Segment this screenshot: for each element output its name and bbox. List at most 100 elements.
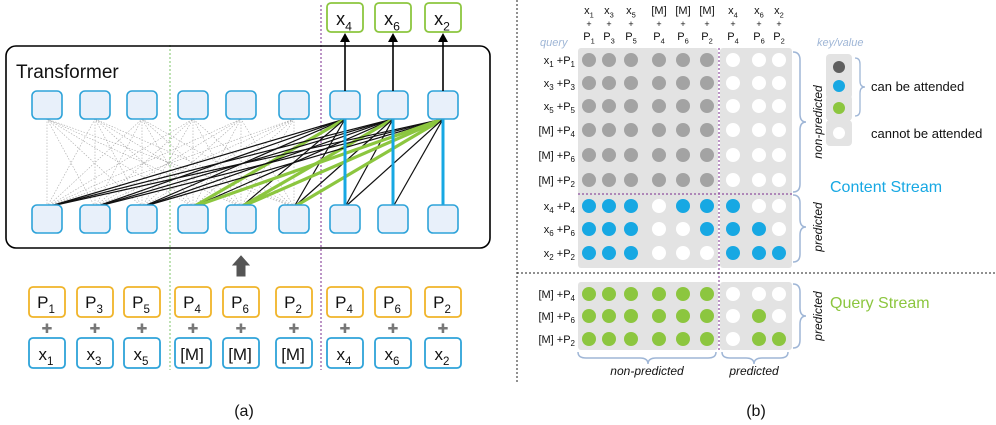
col-header-token-base: x xyxy=(728,5,734,17)
output-arrow-head-icon xyxy=(340,33,350,42)
attention-dot xyxy=(772,53,786,67)
attention-dot xyxy=(752,76,766,90)
attention-dot xyxy=(752,246,766,260)
col-header-plus: + xyxy=(776,19,781,29)
query-stream-label: Query Stream xyxy=(830,295,930,312)
query-connection xyxy=(192,117,444,209)
attention-dot xyxy=(772,99,786,113)
position-label: P6 xyxy=(383,293,401,316)
query-attention-dot xyxy=(582,309,596,323)
row-label-pos: P xyxy=(563,334,570,346)
token-label-sub: 4 xyxy=(345,356,352,368)
lower-hidden-node xyxy=(177,204,209,234)
row-label: [M] +P6 xyxy=(538,150,575,164)
position-label: P4 xyxy=(183,293,201,316)
row-label: [M] +P6 xyxy=(538,311,575,325)
row-label-plus: + xyxy=(554,224,563,236)
token-label-base: x xyxy=(435,345,444,364)
position-label-base: P xyxy=(183,293,194,312)
output-token-base: x xyxy=(434,9,443,29)
lower-hidden-node xyxy=(225,204,257,234)
position-label: P6 xyxy=(231,293,249,316)
legend-dot-white xyxy=(833,127,845,139)
col-header-pos: P3 xyxy=(603,31,615,45)
row-label-token: [M] xyxy=(538,150,553,162)
row-label-plus: + xyxy=(554,334,563,346)
bottom-label-non-predicted: non-predicted xyxy=(610,364,684,378)
faint-connection xyxy=(46,118,194,208)
brace-predicted-content xyxy=(792,194,807,263)
col-header-pos-base: P xyxy=(753,31,760,43)
attention-dot xyxy=(602,246,616,260)
lower-hidden-node xyxy=(427,204,459,234)
col-header-pos-sub: 5 xyxy=(633,36,637,45)
attention-dot xyxy=(624,99,638,113)
output-arrow-head-icon xyxy=(438,33,448,42)
row-label-plus: + xyxy=(554,55,563,67)
token-label-base: [M] xyxy=(228,345,252,364)
col-header-pos: P6 xyxy=(677,31,689,45)
upper-hidden-node xyxy=(126,90,158,120)
row-label: [M] +P4 xyxy=(538,289,575,303)
attention-dot xyxy=(624,76,638,90)
faint-connection xyxy=(46,118,143,208)
col-header-plus: + xyxy=(628,19,633,29)
col-header-pos-sub: 2 xyxy=(781,36,785,45)
query-attention-dot xyxy=(772,332,786,346)
column-header: x1+P1x3+P3x5+P5[M]+P4[M]+P6[M]+P2x4+P4x6… xyxy=(583,5,785,45)
row-label-token: x xyxy=(544,201,550,213)
query-attention-dot xyxy=(772,287,786,301)
query-attention-dot xyxy=(624,309,638,323)
col-header-pos-base: P xyxy=(701,31,708,43)
attention-dot xyxy=(582,222,596,236)
output-arrow-head-icon xyxy=(388,33,398,42)
col-header-token: [M] xyxy=(651,5,666,17)
position-label-sub: 5 xyxy=(143,304,149,316)
token-label-base: x xyxy=(385,345,394,364)
plus-icon: ✚ xyxy=(388,321,399,336)
col-header-pos-base: P xyxy=(653,31,660,43)
attention-dot xyxy=(726,76,740,90)
plus-icon: ✚ xyxy=(340,321,351,336)
attention-dot xyxy=(752,123,766,137)
attention-dot xyxy=(602,173,616,187)
col-header-token: x5 xyxy=(626,5,636,19)
bottom-label-predicted: predicted xyxy=(728,364,779,378)
output-tokens: x4 x6 x2 xyxy=(326,2,462,91)
row-label-pos-sub: 2 xyxy=(571,180,576,189)
row-label-pos-sub: 2 xyxy=(571,339,576,348)
plus-icon: ✚ xyxy=(137,321,148,336)
faint-connection xyxy=(46,118,242,208)
attention-grid xyxy=(578,48,792,350)
col-header-token-base: x xyxy=(626,5,632,17)
token-label-sub: 6 xyxy=(393,356,399,368)
attention-dot xyxy=(726,246,740,260)
col-header-plus: + xyxy=(656,19,661,29)
position-box xyxy=(424,286,462,318)
side-label-predicted-content: predicted xyxy=(811,202,825,253)
row-label-token: x xyxy=(544,248,550,260)
content-connection xyxy=(46,118,346,208)
token-label: x6 xyxy=(385,345,400,368)
query-attention-dot xyxy=(752,287,766,301)
col-header-plus: + xyxy=(730,19,735,29)
token-label-base: x xyxy=(39,345,48,364)
plus-icon: ✚ xyxy=(289,321,300,336)
position-box xyxy=(76,286,114,318)
plus-icon: ✚ xyxy=(42,321,53,336)
row-label: x4 +P4 xyxy=(544,201,576,215)
query-attention-dot xyxy=(624,287,638,301)
attention-dot xyxy=(676,148,690,162)
query-attention-dot xyxy=(582,287,596,301)
attention-dot xyxy=(652,173,666,187)
row-label-pos: P xyxy=(563,55,570,67)
row-label-plus: + xyxy=(554,101,563,113)
lower-hidden-node xyxy=(278,204,310,234)
position-label: P3 xyxy=(85,293,103,316)
token-label: x4 xyxy=(337,345,353,368)
token-box xyxy=(326,337,364,369)
row-label-pos: P xyxy=(563,175,570,187)
caption-b: (b) xyxy=(746,403,766,420)
